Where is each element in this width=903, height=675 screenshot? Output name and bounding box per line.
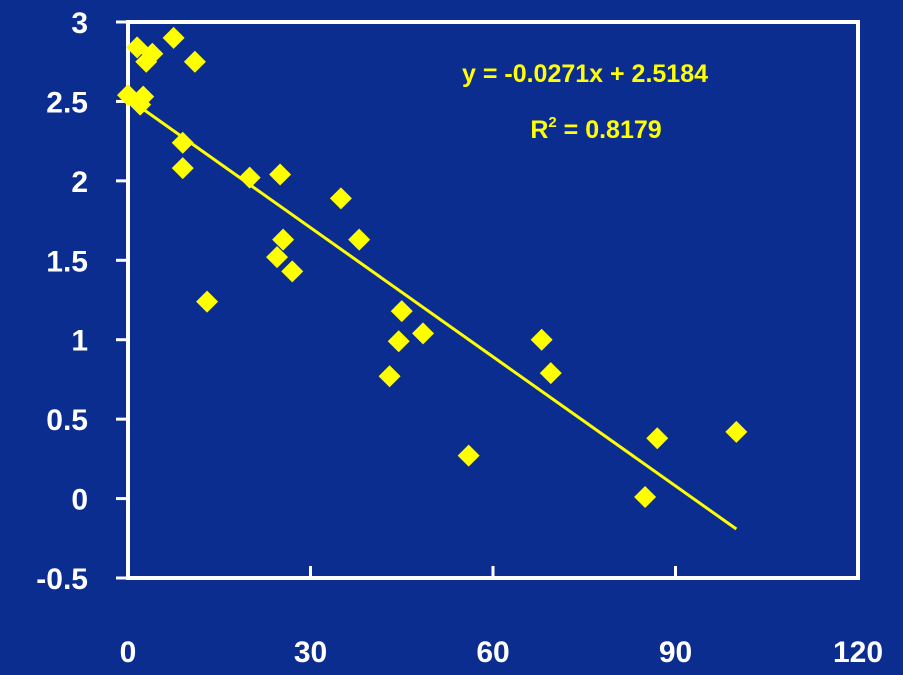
data-point	[412, 322, 435, 345]
data-point	[329, 187, 352, 210]
y-tick-label: 2.5	[46, 86, 88, 119]
x-tick-label: 60	[476, 636, 509, 669]
x-tick-label: 90	[659, 636, 692, 669]
data-point	[378, 365, 401, 388]
plot-border	[126, 20, 860, 580]
data-point	[530, 328, 553, 351]
data-point	[196, 290, 219, 313]
data-point	[238, 166, 261, 189]
data-point	[281, 260, 304, 283]
data-point	[269, 163, 292, 186]
y-tick-label: 3	[71, 7, 88, 40]
x-tick-label: 30	[294, 636, 327, 669]
data-point	[634, 485, 657, 508]
trendline	[127, 97, 738, 531]
data-point	[457, 444, 480, 467]
r-squared-exponent: 2	[548, 114, 556, 131]
data-point	[646, 427, 669, 450]
data-point	[132, 85, 155, 108]
data-point	[171, 157, 194, 180]
data-point	[725, 420, 748, 443]
y-tick-label: 1	[71, 325, 88, 358]
y-tick-label: 0.5	[46, 404, 88, 437]
data-point	[539, 362, 562, 385]
data-point	[266, 246, 289, 269]
data-point	[171, 131, 194, 154]
points-layer	[117, 26, 748, 508]
r-squared-annotation: R2 = 0.8179	[530, 114, 661, 144]
x-tick-label: 0	[120, 636, 137, 669]
y-tick-label: -0.5	[36, 563, 88, 596]
data-point	[183, 50, 206, 73]
trendline-equation: y = -0.0271x + 2.5184	[462, 60, 708, 88]
r-squared-value: = 0.8179	[557, 116, 662, 144]
data-point	[272, 228, 295, 251]
axes-layer	[116, 20, 860, 580]
data-point	[141, 42, 164, 65]
data-point	[348, 228, 371, 251]
r-squared-prefix: R	[530, 116, 548, 144]
data-point	[387, 330, 410, 353]
trendline-layer	[127, 97, 738, 531]
y-tick-label: 0	[71, 484, 88, 517]
x-tick-label: 120	[833, 636, 883, 669]
data-point	[162, 26, 185, 49]
data-point	[390, 300, 413, 323]
y-tick-label: 2	[71, 166, 88, 199]
tick-labels-layer: -0.500.511.522.530 30 60 90 120	[36, 7, 883, 669]
y-tick-label: 1.5	[46, 245, 88, 278]
